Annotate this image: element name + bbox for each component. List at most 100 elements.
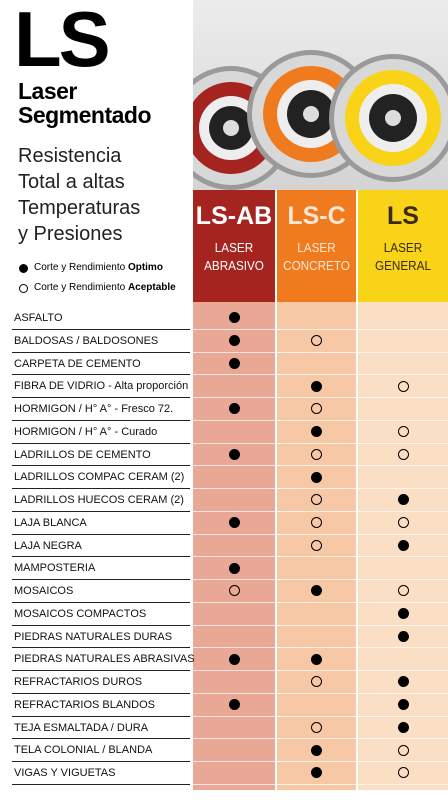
row-line bbox=[12, 579, 190, 580]
mark bbox=[311, 721, 322, 733]
mark bbox=[228, 312, 240, 324]
mark bbox=[311, 426, 322, 438]
product-name: ABRASIVO bbox=[204, 258, 264, 273]
row-line bbox=[12, 624, 190, 626]
row-line bbox=[12, 533, 190, 535]
legend-text: Corte y Rendimiento Optimo bbox=[34, 262, 163, 273]
row-label: LADRILLOS DE CEMENTO bbox=[14, 448, 151, 461]
mark bbox=[397, 744, 409, 756]
row-line bbox=[193, 601, 448, 603]
blade-part bbox=[385, 110, 401, 126]
mark bbox=[397, 699, 409, 711]
mark bbox=[311, 767, 322, 779]
mark bbox=[228, 585, 240, 597]
blade-part bbox=[303, 106, 319, 122]
row-label: FIBRA DE VIDRIO - Alta proporción bbox=[14, 380, 189, 393]
product-code: LS bbox=[387, 202, 419, 230]
mark bbox=[397, 608, 409, 620]
product-code: LS-AB bbox=[195, 202, 273, 230]
mark bbox=[311, 676, 322, 688]
legend-label: Corte y Rendimiento bbox=[34, 262, 128, 273]
mark bbox=[228, 562, 240, 574]
row-line bbox=[12, 556, 190, 558]
mark bbox=[311, 335, 322, 347]
row-label: REFRACTARIOS BLANDOS bbox=[14, 698, 155, 711]
mark bbox=[397, 767, 409, 779]
subtitle-line: y Presiones bbox=[18, 223, 123, 245]
mark bbox=[397, 380, 409, 392]
mark bbox=[228, 335, 240, 347]
row-label: TEJA ESMALTADA / DURA bbox=[14, 721, 149, 734]
row-label: HORMIGON / H° A° - Curado bbox=[14, 425, 158, 438]
row-line bbox=[12, 351, 190, 353]
legend-symbol bbox=[19, 264, 28, 273]
row-line bbox=[193, 397, 448, 398]
row-line bbox=[193, 624, 448, 626]
mark bbox=[311, 653, 322, 665]
row-label: LAJA NEGRA bbox=[14, 539, 82, 552]
row-line bbox=[193, 556, 448, 558]
row-label: LAJA BLANCA bbox=[14, 516, 87, 529]
mark bbox=[397, 721, 409, 733]
row-label: MOSAICOS COMPACTOS bbox=[14, 607, 147, 620]
row-label: MAMPOSTERIA bbox=[14, 562, 96, 575]
row-line bbox=[193, 579, 448, 580]
row-line bbox=[12, 692, 190, 694]
row-line bbox=[12, 783, 190, 785]
row-line bbox=[12, 397, 190, 398]
mark bbox=[397, 585, 409, 597]
row-label: MOSAICOS bbox=[14, 585, 74, 597]
mark bbox=[397, 517, 409, 529]
row-label: BALDOSAS / BALDOSONES bbox=[14, 334, 159, 347]
logo: LS bbox=[14, 0, 111, 83]
mark bbox=[397, 630, 409, 642]
product-header bbox=[193, 190, 275, 302]
mark bbox=[228, 653, 240, 665]
mark bbox=[311, 448, 322, 460]
row-line bbox=[12, 328, 190, 330]
mark bbox=[228, 448, 240, 460]
row-line bbox=[12, 374, 190, 376]
mark bbox=[397, 539, 409, 551]
product-name: LASER bbox=[214, 240, 254, 255]
row-label: TELA COLONIAL / BLANDA bbox=[14, 744, 153, 757]
row-line bbox=[12, 465, 190, 467]
row-line bbox=[193, 761, 448, 762]
legend-label: Corte y Rendimiento bbox=[34, 282, 128, 293]
product-code: LS-C bbox=[287, 202, 346, 230]
mark bbox=[228, 357, 240, 369]
product-header bbox=[358, 190, 448, 302]
product-header bbox=[277, 190, 356, 302]
row-line bbox=[193, 465, 448, 467]
row-line bbox=[193, 692, 448, 694]
row-label: VIGAS Y VIGUETAS bbox=[14, 767, 116, 779]
mark bbox=[311, 403, 322, 415]
mark bbox=[228, 403, 240, 415]
legend-emphasis: Optimo bbox=[127, 262, 163, 273]
row-line bbox=[193, 442, 448, 444]
product-name: CONCRETO bbox=[283, 258, 350, 273]
row-label: CARPETA DE CEMENTO bbox=[14, 357, 141, 370]
row-line bbox=[12, 715, 190, 717]
mark bbox=[311, 517, 322, 529]
row-label: LADRILLOS COMPAC CERAM (2) bbox=[14, 471, 185, 484]
row-line bbox=[12, 419, 190, 421]
mark bbox=[311, 744, 322, 756]
mark bbox=[397, 676, 409, 688]
mark bbox=[311, 539, 322, 551]
row-line bbox=[12, 738, 190, 740]
row-line bbox=[193, 510, 448, 512]
product-name: LASER bbox=[297, 240, 336, 255]
row-label: ASFALTO bbox=[14, 312, 63, 324]
row-line bbox=[12, 488, 190, 489]
legend-symbol bbox=[19, 284, 28, 293]
row-line bbox=[193, 488, 448, 489]
mark bbox=[397, 448, 409, 460]
mark bbox=[228, 517, 240, 529]
mark bbox=[228, 699, 240, 711]
row-line bbox=[12, 442, 190, 444]
subtitle-line: Temperaturas bbox=[18, 197, 141, 219]
product-name: GENERAL bbox=[375, 258, 431, 273]
row-line bbox=[193, 783, 448, 785]
